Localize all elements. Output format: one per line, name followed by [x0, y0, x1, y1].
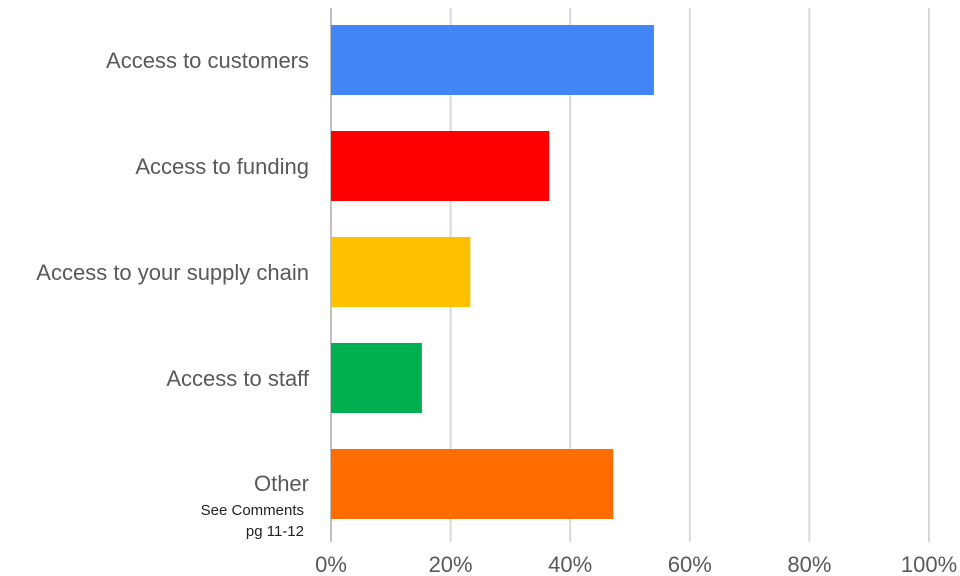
category-note: See Comments [201, 502, 304, 519]
bar-access-to-funding [331, 131, 550, 201]
category-label: Access to staff [166, 366, 310, 391]
x-tick-label: 0% [315, 552, 347, 576]
x-tick-label: 100% [901, 552, 957, 576]
category-label: Access to customers [106, 48, 309, 73]
category-label: Access to funding [135, 154, 309, 179]
bar-access-to-your-supply-chain [331, 237, 471, 307]
category-label: Other [254, 471, 309, 496]
x-tick-label: 60% [668, 552, 712, 576]
bars [331, 25, 654, 519]
x-axis-tick-labels: 0% 20% 40% 60% 80% 100% [315, 552, 957, 576]
x-tick-label: 80% [787, 552, 831, 576]
x-tick-label: 20% [429, 552, 473, 576]
category-labels: Access to customers Access to funding Acce… [36, 48, 310, 540]
bar-access-to-customers [331, 25, 654, 95]
bar-access-to-staff [331, 343, 422, 413]
bar-other [331, 449, 614, 519]
gridlines [330, 8, 930, 542]
category-note: pg 11-12 [246, 523, 304, 540]
category-label: Access to your supply chain [36, 260, 309, 285]
x-tick-label: 40% [548, 552, 592, 576]
